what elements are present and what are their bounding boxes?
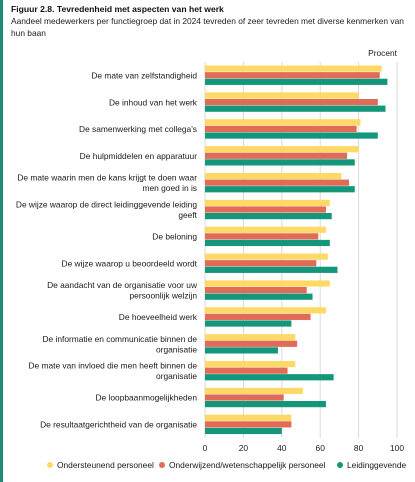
bar-onderwijzend: [205, 313, 311, 321]
category-label: De loopbaanmogelijkheden: [95, 393, 197, 403]
bar-onderwijzend: [205, 367, 288, 374]
x-tick-label: 100: [390, 443, 404, 453]
bar-ondersteunend: [205, 226, 326, 233]
category-label: De hulpmiddelen en apparatuur: [80, 151, 198, 161]
bar-onderwijzend: [205, 286, 307, 294]
category-label: De mate waarin men de kans krijgt te doe…: [17, 173, 197, 194]
category-label: De mate van invloed die men heeft binnen…: [28, 361, 197, 382]
bar-onderwijzend: [205, 98, 378, 106]
x-tick-label: 0: [203, 443, 208, 453]
category-label: De informatie en communicatie binnen de o…: [42, 334, 197, 355]
legend-label-onderwijzend: Onderwijzend/wetenschappelijk personeel: [169, 460, 326, 470]
category-label: De resultaatgerichtheid van de organisat…: [40, 420, 197, 430]
bar-leidinggevende: [205, 320, 292, 327]
x-tick-label: 40: [277, 443, 287, 453]
figure-title: Figuur 2.8. Tevredenheid met aspecten va…: [11, 4, 224, 14]
bar-onderwijzend: [205, 125, 357, 133]
bar-ondersteunend: [205, 387, 303, 395]
bar-leidinggevende: [205, 401, 326, 408]
bar-leidinggevende: [205, 132, 378, 139]
legend-item-leidinggevende: Leidinggevende: [337, 460, 406, 470]
bar-onderwijzend: [205, 72, 380, 79]
category-label: De wijze waarop de direct leidinggevende…: [16, 199, 198, 220]
unit-label: Procent: [368, 48, 398, 58]
bar-leidinggevende: [205, 293, 313, 300]
bar-ondersteunend: [205, 360, 296, 368]
x-tick-label: 20: [239, 443, 249, 453]
category-label: De hoeveelheid werk: [119, 312, 198, 322]
bar-ondersteunend: [205, 146, 359, 153]
legend-swatch-ondersteunend: [47, 462, 53, 468]
legend-item-ondersteunend: Ondersteunend personeel: [47, 460, 154, 470]
legend-swatch-leidinggevende: [337, 462, 343, 468]
bar-onderwijzend: [205, 340, 298, 347]
bar-leidinggevende: [205, 78, 388, 85]
bar-ondersteunend: [205, 119, 361, 126]
bar-leidinggevende: [205, 159, 355, 166]
bar-leidinggevende: [205, 427, 282, 435]
figure-accent-border: [0, 0, 3, 482]
legend-swatch-onderwijzend: [159, 462, 165, 468]
bar-ondersteunend: [205, 92, 359, 99]
bar-ondersteunend: [205, 65, 382, 72]
legend-label-ondersteunend: Ondersteunend personeel: [57, 460, 154, 470]
category-label: De samenwerking met collega's: [79, 124, 197, 134]
bar-ondersteunend: [205, 172, 342, 180]
bar-onderwijzend: [205, 233, 319, 240]
bar-ondersteunend: [205, 253, 328, 260]
x-tick-label: 80: [354, 443, 364, 453]
bar-onderwijzend: [205, 206, 326, 213]
category-label: De wijze waarop u beoordeeld wordt: [62, 258, 198, 268]
bar-ondersteunend: [205, 334, 296, 341]
bar-onderwijzend: [205, 394, 284, 401]
bar-leidinggevende: [205, 239, 330, 247]
x-tick-label: 60: [316, 443, 326, 453]
bar-leidinggevende: [205, 186, 355, 193]
category-label: De beloning: [152, 232, 197, 242]
legend-label-leidinggevende: Leidinggevende: [347, 460, 407, 470]
bar-ondersteunend: [205, 280, 330, 287]
bar-onderwijzend: [205, 421, 292, 428]
category-label: De inhoud van het werk: [109, 97, 198, 107]
bar-leidinggevende: [205, 213, 332, 220]
bar-leidinggevende: [205, 105, 386, 112]
category-label: De aandacht van de organisatie voor uw pe…: [47, 280, 198, 301]
bar-leidinggevende: [205, 266, 338, 273]
bar-leidinggevende: [205, 374, 334, 381]
bar-onderwijzend: [205, 179, 349, 186]
bar-ondersteunend: [205, 414, 292, 421]
chart-legend: Ondersteunend personeel Onderwijzend/wet…: [0, 460, 415, 474]
bar-onderwijzend: [205, 152, 348, 159]
category-label: De mate van zelfstandigheid: [91, 70, 197, 80]
legend-item-onderwijzend: Onderwijzend/wetenschappelijk personeel: [159, 460, 325, 470]
bar-onderwijzend: [205, 260, 317, 267]
figure-subtitle: Aandeel medewerkers per functiegroep dat…: [11, 16, 404, 38]
bar-ondersteunend: [205, 307, 326, 314]
bar-ondersteunend: [205, 199, 330, 207]
bar-leidinggevende: [205, 347, 278, 354]
